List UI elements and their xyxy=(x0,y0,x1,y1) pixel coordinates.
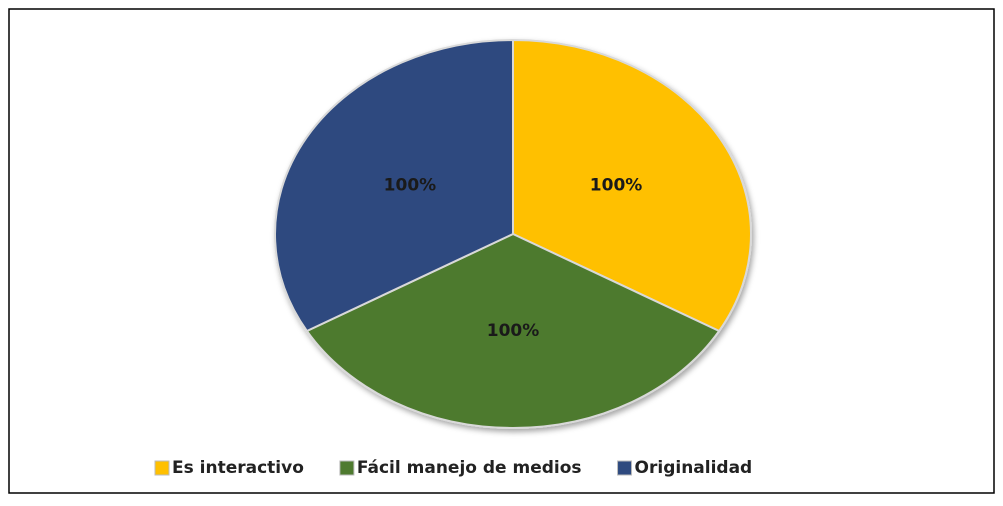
legend-label: Es interactivo xyxy=(172,458,304,478)
data-label: 100% xyxy=(590,176,643,196)
pie xyxy=(274,38,752,429)
pie-slice xyxy=(274,38,514,333)
pie-slice xyxy=(305,232,721,429)
legend-label: Fácil manejo de medios xyxy=(357,458,582,478)
legend-swatch xyxy=(617,460,633,476)
legend-swatch xyxy=(154,460,170,476)
data-label: 100% xyxy=(487,321,540,341)
data-label: 100% xyxy=(384,176,437,196)
legend-swatch xyxy=(339,460,355,476)
pie-slice xyxy=(512,38,752,333)
legend-label: Originalidad xyxy=(635,458,753,478)
